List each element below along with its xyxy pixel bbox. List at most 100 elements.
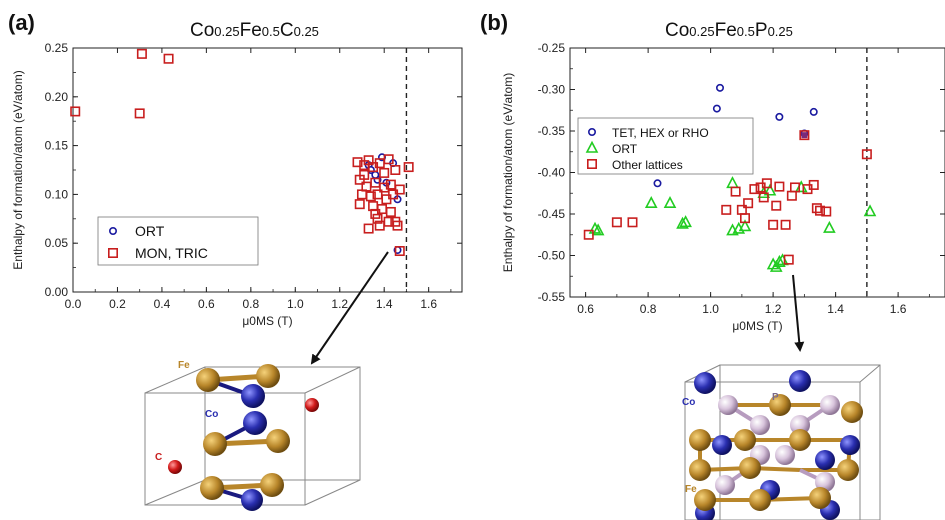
y-tick-label-b-2: -0.35 [538,124,566,138]
x-tick-label-b-0: 0.6 [577,302,594,316]
point-b-s2-2 [627,217,638,228]
label-fe-b: Fe [685,484,697,495]
legend-label-b-2: Other lattices [612,158,683,172]
y-tick-label-a-5: 0.25 [45,41,69,55]
x-tick-label-a-4: 0.8 [242,297,259,311]
point-a-s1-1 [134,108,145,119]
x-tick-label-a-6: 1.2 [331,297,348,311]
label-p-b: P [772,392,779,403]
point-b-s1-1 [591,223,605,236]
x-tick-label-b-3: 1.2 [765,302,782,316]
point-b-s2-10 [758,192,769,203]
y-tick-label-b-5: -0.50 [538,249,566,263]
plot-a: 0.0 0.2 0.4 0.6 0.8 1.0 1.2 1.4 1.6 0.00 0.05 0.10 0… [11,41,463,328]
point-b-s2-21 [808,179,819,190]
point-a-s1-12 [365,191,376,202]
title-a-el0: Co [190,20,214,41]
x-tick-label-a-1: 0.2 [109,297,126,311]
title-a-sub0: 0.25 [214,24,239,39]
point-a-s1-31 [392,220,403,231]
point-b-s0-1 [712,104,721,113]
x-tick-label-a-8: 1.6 [420,297,437,311]
point-a-s1-4 [352,157,363,168]
point-a-s1-21 [379,182,390,193]
point-a-s1-35 [359,160,370,171]
point-b-s1-17 [823,220,836,233]
point-b-s1-5 [679,215,692,228]
point-b-s1-11 [763,183,777,196]
legend-b [577,117,754,175]
point-b-s2-17 [786,190,797,201]
point-a-s1-3 [163,53,174,64]
arrow-a [310,251,389,365]
label-fe-a: Fe [178,360,190,371]
legend-symbol-b-1 [585,140,599,153]
y-tick-label-b-0: -0.25 [538,41,566,55]
point-b-s1-2 [644,195,658,209]
y-tick-label-a-1: 0.05 [45,236,69,250]
panel-a-letter: (a) [8,10,35,35]
point-a-s1-25 [383,154,394,165]
legend-label-b-0: TET, HEX or RHO [612,126,709,140]
point-a-s1-32 [394,184,405,195]
point-a-s1-11 [363,223,374,234]
point-a-s1-33 [394,246,405,257]
point-b-s2-25 [861,149,872,160]
plot-b: 0.6 0.8 1.0 1.2 1.4 1.6 -0.25 -0.30 -0.35 -0.40 -0… [501,41,945,333]
title-b-sub1: 0.5 [737,24,755,39]
point-a-s1-22 [379,167,390,178]
x-tick-label-a-5: 1.0 [287,297,304,311]
point-b-s1-6 [726,176,739,189]
legend-symbol-b-2 [586,159,597,170]
label-co-a: Co [205,409,218,420]
y-tick-label-b-6: -0.55 [538,290,566,304]
point-a-s1-8 [359,169,370,180]
crystal-structure-b: Co P Fe [682,364,881,520]
y-tick-label-b-4: -0.45 [538,207,566,221]
point-a-s1-36 [370,208,381,219]
label-co-b: Co [682,397,695,408]
legend-symbol-a-0 [109,227,118,236]
legend-symbol-b-0 [587,128,596,137]
x-tick-label-a-2: 0.4 [154,297,171,311]
x-tick-label-a-7: 1.4 [376,297,393,311]
point-a-s1-0 [70,106,81,117]
y-tick-label-b-1: -0.30 [538,83,566,97]
label-c-a: C [155,452,162,463]
x-axis-label-b: μ0MS (T) [732,319,782,333]
x-tick-label-b-1: 0.8 [640,302,657,316]
x-tick-label-b-2: 1.0 [702,302,719,316]
point-b-s0-5 [809,107,818,116]
panel-b-title: Co0.25Fe0.5P0.25 [665,20,793,41]
point-b-s0-3 [775,112,784,121]
point-b-s0-0 [653,179,662,188]
point-b-s1-18 [863,204,877,217]
overlap-point-b [801,132,808,139]
point-b-s2-14 [774,181,785,192]
point-b-s2-15 [780,219,791,230]
point-a-s0-8 [371,170,380,179]
crystal-structure-a: Fe Co C [144,360,361,511]
y-axis-label-a: Enthalpy of formation/atom (eV/atom) [11,70,25,269]
point-b-s2-7 [743,198,754,209]
y-tick-label-a-0: 0.00 [45,285,69,299]
title-a-sub1: 0.5 [262,24,280,39]
point-b-s2-23 [814,205,825,216]
point-b-s2-0 [583,229,594,240]
title-a-sub2: 0.25 [294,24,319,39]
point-a-s1-34 [403,162,414,173]
point-b-s2-4 [730,186,741,197]
legend-label-b-1: ORT [612,142,638,156]
title-b-el2: P [755,20,768,41]
title-b-sub0: 0.25 [689,24,714,39]
y-tick-label-a-3: 0.15 [45,139,69,153]
point-b-s2-16 [783,254,794,265]
legend-label-a-0: ORT [135,223,165,239]
y-tick-label-a-2: 0.10 [45,187,69,201]
legend-label-a-1: MON, TRIC [135,245,208,261]
title-b-sub2: 0.25 [768,24,793,39]
point-b-s1-14 [773,254,786,267]
title-b-el1: Fe [715,20,737,41]
panel-a-title: Co0.25Fe0.5C0.25 [190,20,319,41]
